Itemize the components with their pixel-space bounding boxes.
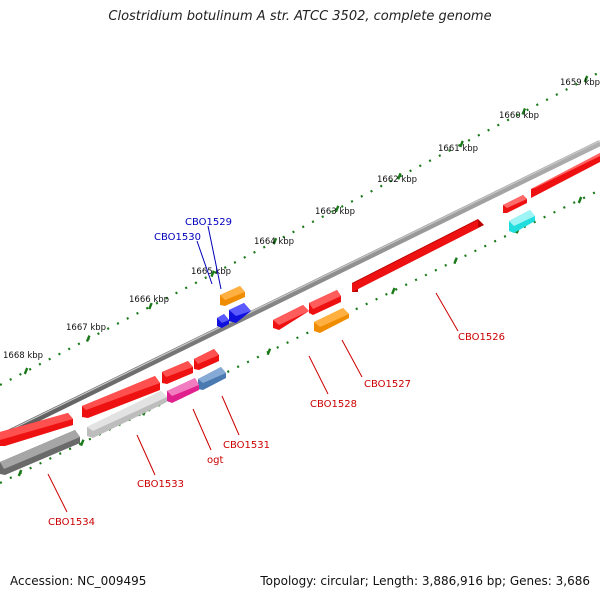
ruler-label-1668: 1668 kbp — [3, 351, 43, 361]
outer-ruler-tick-5 — [334, 205, 340, 213]
gene-red-right-top[interactable] — [531, 153, 600, 198]
gene-red-left-2[interactable] — [82, 376, 160, 418]
inner-ruler-tick-6 — [391, 287, 396, 295]
outer-ruler-major-ticks — [23, 75, 589, 375]
gene-cbo1526[interactable] — [352, 219, 484, 292]
label-cbo1530: CBO1530 — [154, 232, 201, 243]
gene-cbo1531[interactable] — [198, 367, 226, 390]
gene-cbo1527[interactable] — [314, 308, 349, 333]
gene-cbo1533[interactable] — [87, 391, 167, 438]
forward-strand-genes — [0, 153, 600, 446]
outer-ruler-tick-9 — [583, 75, 589, 83]
label-cbo1531: CBO1531 — [223, 440, 270, 451]
callout-lines — [47, 225, 459, 513]
ruler-label-1663: 1663 kbp — [315, 207, 355, 217]
gene-blue-arrow[interactable] — [229, 303, 251, 323]
genome-summary-text: Topology: circular; Length: 3,886,916 bp… — [260, 574, 590, 588]
outer-ruler-tick-0 — [23, 367, 29, 375]
label-cbo1533: CBO1533 — [137, 479, 184, 490]
inner-ruler-tick-7 — [453, 257, 458, 265]
label-cbo1527: CBO1527 — [364, 379, 411, 390]
inner-ruler-tick-4 — [266, 348, 272, 356]
map-title: Clostridium botulinum A str. ATCC 3502, … — [108, 9, 492, 24]
outer-ruler-tick-4 — [272, 237, 278, 245]
inner-ruler-tick-0 — [17, 469, 23, 477]
outer-ruler-tick-1 — [85, 335, 91, 343]
label-cbo1528: CBO1528 — [310, 399, 357, 410]
gene-red-small-right[interactable] — [503, 195, 527, 213]
gene-cbo1534[interactable] — [0, 430, 80, 475]
label-cbo1534: CBO1534 — [48, 517, 95, 528]
gene-red-left-4[interactable] — [194, 349, 219, 370]
inner-ruler-tick-9 — [577, 196, 583, 204]
gene-red-left-3[interactable] — [162, 361, 193, 384]
outer-ruler-tick-2 — [148, 302, 153, 310]
gene-cyan[interactable] — [509, 210, 535, 233]
ruler-label-1662: 1662 kbp — [377, 175, 417, 185]
gene-cbo1529[interactable] — [220, 286, 245, 306]
ruler-label-1666: 1666 kbp — [129, 295, 169, 305]
outer-ruler-tick-6 — [397, 172, 402, 180]
gene-ogt[interactable] — [167, 378, 199, 403]
ruler-label-1659: 1659 kbp — [560, 78, 600, 88]
outer-ruler-tick-7 — [459, 140, 464, 148]
reverse-strand-genes — [0, 210, 535, 475]
outer-ruler-tick-3 — [210, 270, 215, 278]
ruler-labels: 1659 kbp 1660 kbp 1661 kbp 1662 kbp 1663… — [3, 78, 600, 361]
gene-cbo1530[interactable] — [217, 314, 229, 328]
outer-ruler-tick-8 — [521, 107, 527, 115]
label-cbo1529: CBO1529 — [185, 217, 232, 228]
inner-ruler-tick-1 — [79, 439, 85, 447]
gene-red-near-cbo1528[interactable] — [309, 290, 341, 315]
gene-labels: CBO1526 CBO1527 CBO1528 CBO1529 CBO1530 … — [48, 217, 505, 528]
genome-backbone — [0, 140, 600, 440]
ruler-label-1660: 1660 kbp — [499, 111, 539, 121]
gene-red-left-1[interactable] — [0, 413, 73, 446]
label-ogt: ogt — [207, 455, 223, 466]
gene-cbo1528[interactable] — [273, 305, 309, 330]
ruler-label-1667: 1667 kbp — [66, 323, 106, 333]
ruler-label-1664: 1664 kbp — [254, 237, 294, 247]
ruler-label-1665: 1665 kbp — [191, 267, 231, 277]
label-cbo1526: CBO1526 — [458, 332, 505, 343]
accession-text: Accession: NC_009495 — [10, 574, 147, 588]
ruler-label-1661: 1661 kbp — [438, 144, 478, 154]
